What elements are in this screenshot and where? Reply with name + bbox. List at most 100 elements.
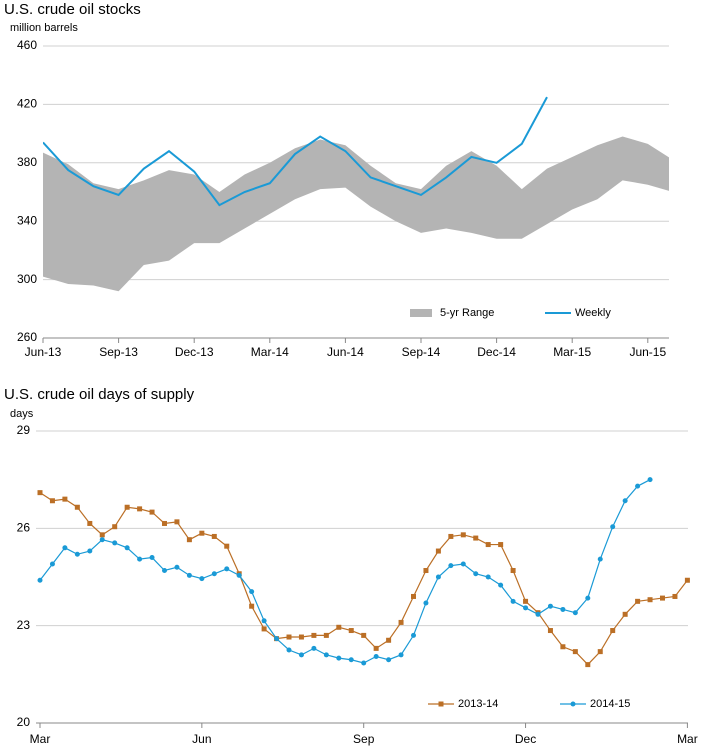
marker xyxy=(560,644,566,650)
marker xyxy=(149,509,155,515)
y-tick-label: 23 xyxy=(17,618,31,632)
marker xyxy=(510,568,516,574)
marker xyxy=(311,632,317,638)
y-axis-label: days xyxy=(10,408,34,420)
y-tick-label: 380 xyxy=(17,155,37,169)
marker xyxy=(585,662,591,668)
x-tick-label: Dec xyxy=(515,732,536,746)
marker xyxy=(74,551,80,557)
y-tick-label: 26 xyxy=(17,521,31,535)
marker xyxy=(336,655,342,661)
marker xyxy=(610,524,616,530)
marker xyxy=(672,593,678,599)
marker xyxy=(485,542,491,548)
marker xyxy=(323,632,329,638)
marker xyxy=(274,636,280,642)
marker xyxy=(112,540,118,546)
marker xyxy=(336,624,342,630)
marker xyxy=(37,577,43,583)
marker xyxy=(224,566,230,572)
marker xyxy=(411,593,416,599)
x-tick-label: Sep xyxy=(353,732,375,746)
marker xyxy=(211,533,217,539)
marker xyxy=(498,542,504,548)
marker xyxy=(37,490,43,496)
marker xyxy=(510,598,516,604)
marker xyxy=(635,483,641,489)
marker xyxy=(298,634,304,640)
marker xyxy=(348,657,354,663)
x-tick-label: Mar-14 xyxy=(251,345,289,359)
marker xyxy=(249,589,255,595)
marker xyxy=(373,645,379,651)
marker xyxy=(87,520,93,526)
marker xyxy=(62,545,68,551)
y-tick-label: 300 xyxy=(17,272,37,286)
series-line xyxy=(39,479,651,664)
marker xyxy=(498,582,504,588)
x-tick-label: Jun xyxy=(192,732,211,746)
marker xyxy=(435,548,441,554)
plot-area xyxy=(43,96,669,292)
marker xyxy=(99,532,105,538)
marker xyxy=(211,571,217,577)
marker xyxy=(62,496,68,502)
marker xyxy=(112,524,118,530)
x-tick-label: Jun-15 xyxy=(629,345,666,359)
y-tick-label: 260 xyxy=(17,330,37,344)
marker xyxy=(49,498,55,504)
chart-title: U.S. crude oil stocks xyxy=(4,1,141,18)
marker xyxy=(660,595,665,601)
marker xyxy=(386,657,392,663)
x-tick-label: Jun-14 xyxy=(327,345,364,359)
marker xyxy=(49,561,55,567)
marker xyxy=(572,610,578,616)
marker xyxy=(473,571,479,577)
marker xyxy=(547,603,553,609)
marker xyxy=(460,561,466,567)
marker xyxy=(523,598,529,604)
marker xyxy=(311,645,317,651)
marker xyxy=(386,637,392,643)
x-tick-label: Mar xyxy=(30,732,51,746)
y-tick-label: 340 xyxy=(17,213,37,227)
marker xyxy=(162,568,167,574)
marker xyxy=(460,532,466,538)
marker xyxy=(560,606,566,612)
marker xyxy=(323,652,329,658)
legend-marker xyxy=(438,701,444,707)
marker xyxy=(174,564,180,570)
marker xyxy=(597,556,603,562)
marker xyxy=(286,634,292,640)
marker xyxy=(261,626,267,632)
marker xyxy=(547,628,553,634)
x-tick-label: Mar-15 xyxy=(553,345,591,359)
marker xyxy=(149,555,155,561)
marker xyxy=(361,660,367,666)
marker xyxy=(411,632,416,638)
x-tick-label: Dec-13 xyxy=(175,345,214,359)
legend-label: Weekly xyxy=(575,307,611,319)
y-tick-label: 20 xyxy=(17,715,31,729)
marker xyxy=(162,520,167,526)
marker xyxy=(572,649,578,655)
legend-label: 2014-15 xyxy=(590,698,630,710)
range-area xyxy=(43,136,669,292)
marker xyxy=(199,576,205,582)
marker xyxy=(647,597,653,603)
marker xyxy=(398,652,404,658)
marker xyxy=(199,530,205,536)
marker xyxy=(249,603,255,609)
marker xyxy=(647,477,653,483)
x-tick-label: Jun-13 xyxy=(25,345,62,359)
marker xyxy=(361,632,367,638)
marker xyxy=(224,543,230,549)
marker xyxy=(348,628,354,634)
y-axis-label: million barrels xyxy=(10,22,78,34)
marker xyxy=(261,618,267,624)
marker xyxy=(485,574,491,580)
marker xyxy=(523,605,529,611)
marker xyxy=(74,504,80,510)
marker xyxy=(174,519,180,525)
